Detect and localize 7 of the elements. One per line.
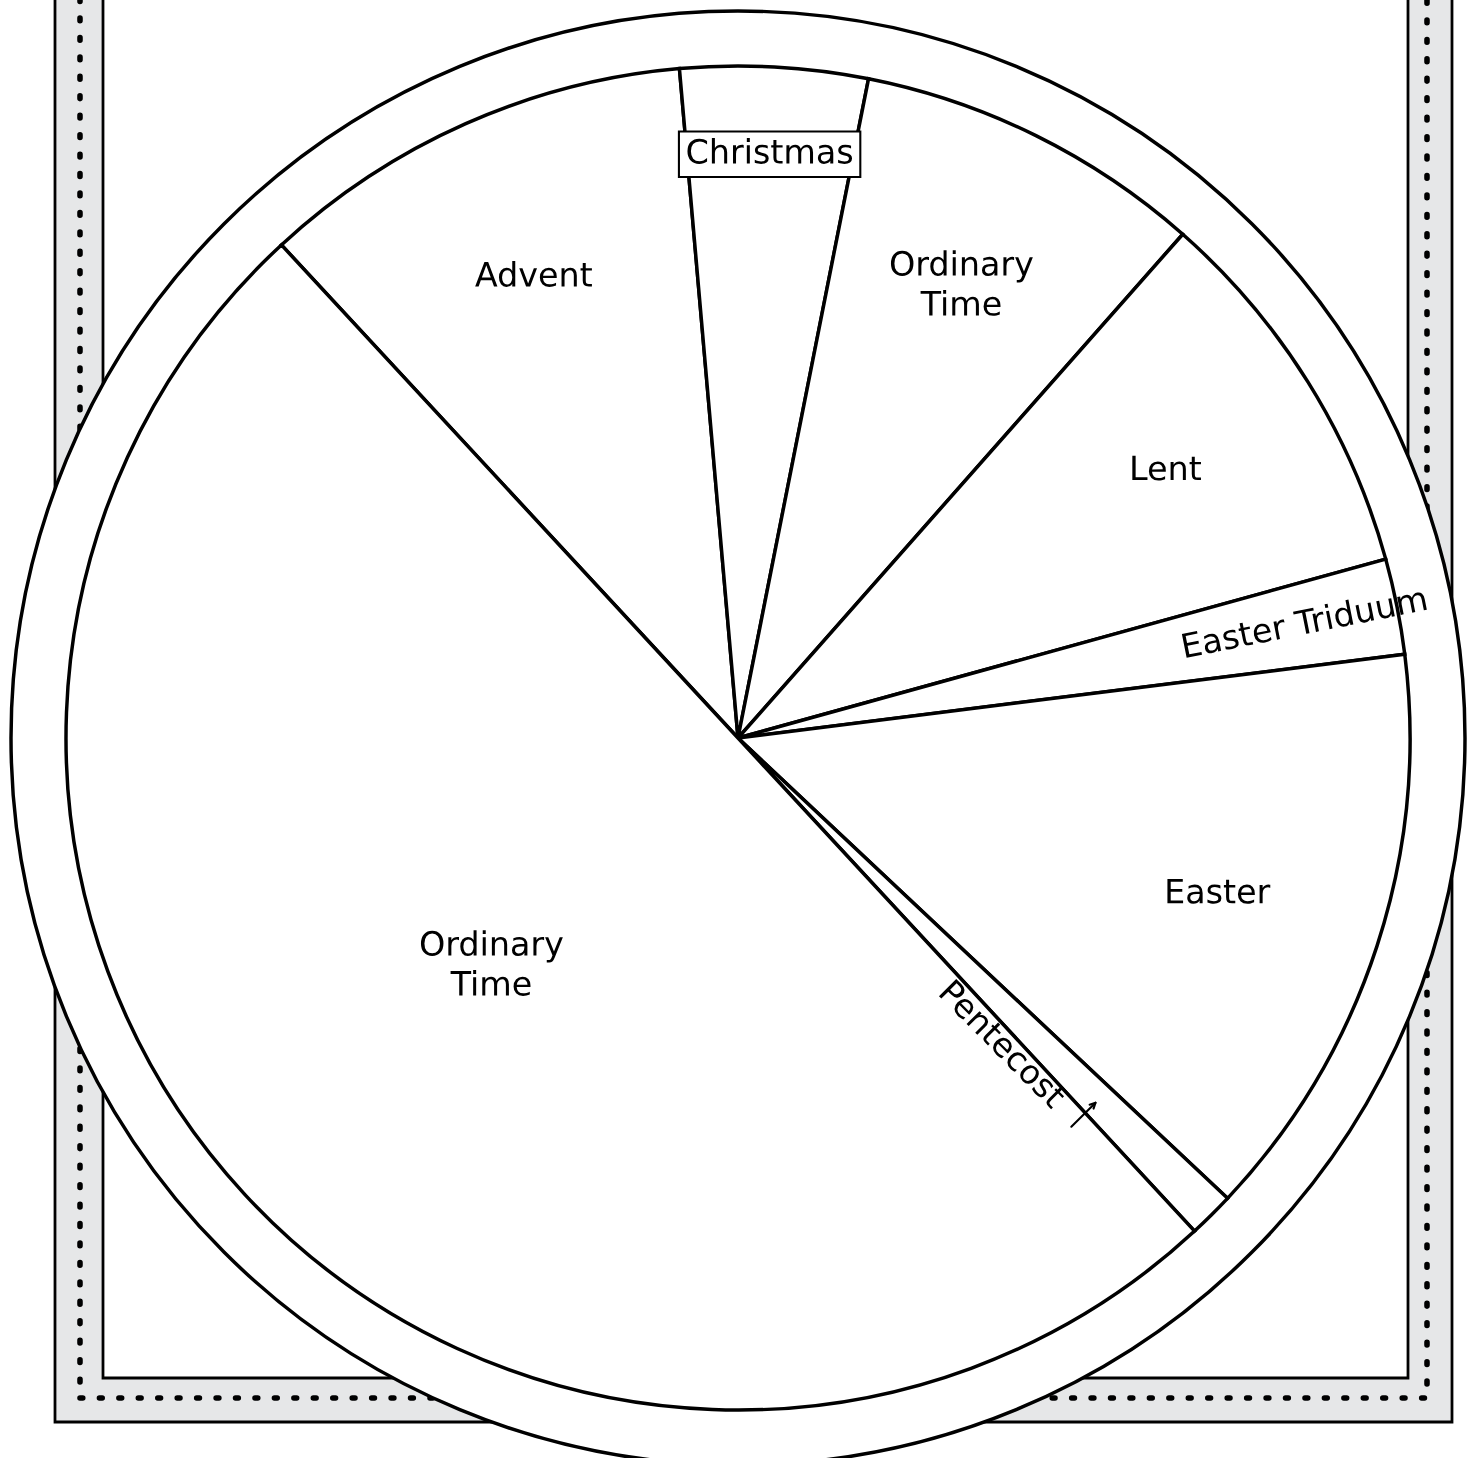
slice-label: Easter Triduum: [1181, 584, 1427, 659]
slice-label: Ordinary Time: [890, 250, 1033, 316]
slice-label: Advent: [475, 261, 592, 287]
slice-label: Easter: [1167, 878, 1271, 904]
slice-label: Christmas: [687, 138, 853, 164]
slice-label: Ordinary Time: [420, 930, 563, 996]
slice-label: Lent: [1132, 455, 1201, 481]
